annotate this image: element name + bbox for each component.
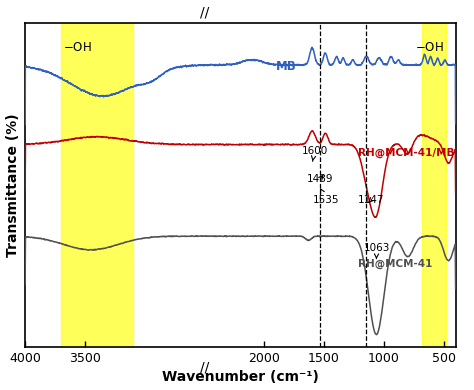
- Text: 1600: 1600: [301, 146, 328, 161]
- Text: //: //: [200, 5, 209, 20]
- Text: 1489: 1489: [307, 174, 334, 184]
- Text: $-$OH: $-$OH: [64, 41, 92, 54]
- Text: //: //: [200, 360, 209, 374]
- Text: 1147: 1147: [357, 195, 384, 205]
- Text: MB: MB: [276, 60, 297, 73]
- X-axis label: Wavenumber (cm⁻¹): Wavenumber (cm⁻¹): [162, 370, 319, 385]
- Bar: [422, 23, 446, 347]
- Text: RH@MCM-41: RH@MCM-41: [357, 259, 432, 269]
- Text: 1063: 1063: [364, 243, 390, 259]
- Text: 1535: 1535: [313, 189, 340, 205]
- Text: RH@MCM-41/MB: RH@MCM-41/MB: [357, 147, 454, 158]
- Text: $-$OH: $-$OH: [415, 41, 444, 54]
- Bar: [61, 23, 133, 347]
- Y-axis label: Transmittance (%): Transmittance (%): [6, 113, 19, 257]
